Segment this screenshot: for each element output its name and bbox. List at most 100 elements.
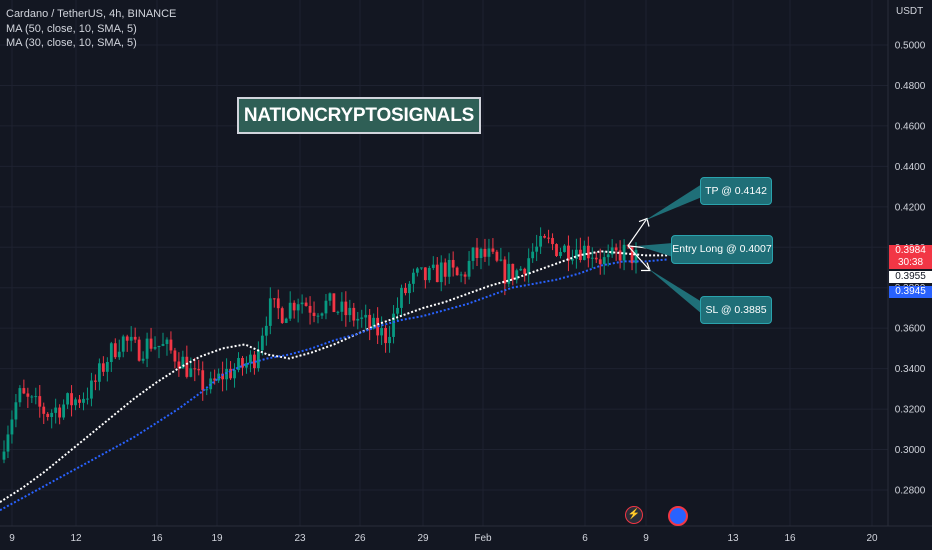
price-unit-label: USDT xyxy=(896,6,924,17)
candle-body xyxy=(471,247,475,261)
candle-body xyxy=(94,380,97,382)
candle-body xyxy=(137,339,141,361)
candle-body xyxy=(292,302,296,311)
candle-body xyxy=(50,412,54,418)
sl-callout[interactable]: SL @ 0.3885 xyxy=(700,296,772,324)
candle-body xyxy=(42,406,46,414)
y-tick-label: 0.3600 xyxy=(895,324,926,335)
candle-body xyxy=(630,246,634,264)
candle-body xyxy=(245,363,248,368)
y-tick-label: 0.4600 xyxy=(895,121,926,132)
candle-body xyxy=(451,259,455,268)
candle-body xyxy=(225,368,228,380)
candle-body xyxy=(511,263,515,280)
candle-body xyxy=(515,270,519,280)
candle-body xyxy=(256,350,260,369)
candle-body xyxy=(571,258,574,261)
price-tag-last: 0.3984 xyxy=(889,245,932,257)
candle-body xyxy=(324,300,328,314)
candle-body xyxy=(308,305,312,313)
candle-body xyxy=(312,312,316,317)
candle-body xyxy=(459,274,463,276)
candle-body xyxy=(352,307,356,321)
candle-body xyxy=(344,301,348,316)
candle-body xyxy=(30,396,34,398)
y-tick-label: 0.5000 xyxy=(895,41,926,52)
candle-body xyxy=(483,248,487,257)
candle-body xyxy=(543,235,546,238)
candle-body xyxy=(610,247,614,255)
candle-body xyxy=(177,361,181,369)
candle-body xyxy=(14,402,18,420)
candle-body xyxy=(439,262,443,283)
candle-body xyxy=(582,245,586,260)
candle-body xyxy=(300,302,304,305)
candle-body xyxy=(372,317,376,329)
candle-body xyxy=(201,370,205,391)
candle-body xyxy=(535,246,539,252)
candle-body xyxy=(46,413,50,418)
candle-body xyxy=(193,368,197,370)
x-tick-label: 16 xyxy=(151,533,163,544)
candle-body xyxy=(551,238,554,245)
us-flag-icon[interactable] xyxy=(668,506,688,526)
candle-body xyxy=(320,313,324,316)
candle-body xyxy=(70,393,73,406)
candle-body xyxy=(10,419,14,435)
candle-body xyxy=(97,363,101,382)
candle-body xyxy=(455,267,459,276)
candle-body xyxy=(272,298,276,300)
candle-body xyxy=(22,388,26,394)
x-tick-label: 13 xyxy=(727,533,739,544)
candle-body xyxy=(133,336,137,340)
candle-body xyxy=(427,267,431,281)
candle-body xyxy=(54,407,58,413)
x-tick-label: 9 xyxy=(643,533,649,544)
candle-body xyxy=(368,314,372,329)
x-tick-label: 19 xyxy=(211,533,223,544)
candle-body xyxy=(634,249,638,264)
lightning-icon[interactable]: ⚡ xyxy=(625,506,643,524)
sl-callout-tail xyxy=(648,268,702,314)
candle-body xyxy=(185,356,189,377)
sl-arrowhead xyxy=(641,262,651,272)
candle-body xyxy=(149,338,153,349)
candle-body xyxy=(467,260,471,277)
candle-body xyxy=(463,274,467,277)
candle-body xyxy=(213,378,217,381)
candle-body xyxy=(18,388,22,403)
candle-body xyxy=(594,257,598,260)
candle-body xyxy=(622,244,626,261)
candle-body xyxy=(547,237,550,239)
ma50-legend[interactable]: MA (50, close, 10, SMA, 5) xyxy=(6,22,137,35)
candle-body xyxy=(205,389,209,391)
entry-callout[interactable]: Entry Long @ 0.4007 xyxy=(671,235,773,264)
candle-body xyxy=(567,245,570,261)
price-tag-ma30: 0.3945 xyxy=(889,286,932,298)
candle-body xyxy=(559,251,562,256)
candle-body xyxy=(328,293,332,301)
candle-body xyxy=(105,361,109,372)
ma30-legend[interactable]: MA (30, close, 10, SMA, 5) xyxy=(6,37,137,49)
tp-callout[interactable]: TP @ 0.4142 xyxy=(700,177,772,205)
x-tick-label: 23 xyxy=(294,533,306,544)
candle-body xyxy=(392,313,395,337)
price-tag-ma50: 0.3955 xyxy=(889,271,932,283)
x-tick-label: 6 xyxy=(582,533,588,544)
candle-body xyxy=(145,338,149,359)
candle-body xyxy=(197,369,201,371)
y-tick-label: 0.3000 xyxy=(895,445,926,456)
candle-body xyxy=(475,247,479,258)
candle-body xyxy=(356,318,360,321)
watermark-logo: NATIONCRYPTOSIGNALS xyxy=(237,97,481,134)
symbol-title[interactable]: Cardano / TetherUS, 4h, BINANCE xyxy=(6,8,177,20)
candle-body xyxy=(173,350,177,362)
candle-body xyxy=(388,336,391,344)
candle-body xyxy=(121,336,125,352)
candle-body xyxy=(618,250,622,261)
candle-body xyxy=(340,301,344,312)
candle-body xyxy=(280,308,284,323)
candle-body xyxy=(189,368,193,377)
candle-body xyxy=(221,373,225,380)
